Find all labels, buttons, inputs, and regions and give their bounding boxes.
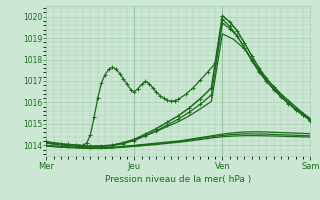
X-axis label: Pression niveau de la mer( hPa ): Pression niveau de la mer( hPa ) [105,175,252,184]
